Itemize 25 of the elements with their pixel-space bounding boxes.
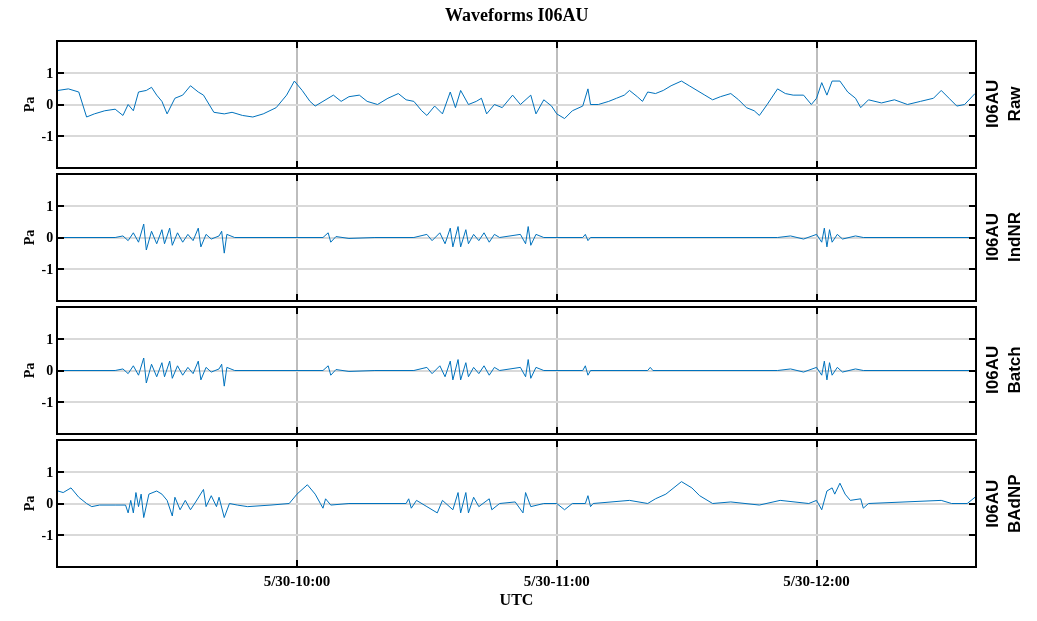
y-axis-title: Pa: [21, 495, 37, 512]
x-axis-title: UTC: [499, 591, 534, 609]
x-tick-label: 5/30-12:00: [783, 573, 850, 589]
y-tick-label: -1: [41, 527, 54, 543]
y-tick-label: -1: [41, 128, 54, 144]
y-tick-label: 0: [46, 496, 54, 512]
y-tick-label: 0: [46, 97, 54, 113]
y-axis-title: Pa: [21, 362, 37, 379]
x-tick-label: 5/30-10:00: [263, 573, 331, 589]
y-tick-label: -1: [41, 261, 54, 277]
y-axis-title: Pa: [21, 96, 37, 113]
x-tick-label: 5/30-11:00: [523, 573, 590, 589]
chart-title: Waveforms I06AU: [445, 5, 589, 25]
y2-axis-title: I06AU BAdNP: [983, 474, 1025, 533]
y-tick-label: 1: [46, 199, 54, 215]
y-tick-label: -1: [41, 394, 54, 410]
y2-axis-title: I06AU Raw: [983, 79, 1025, 128]
y-axis-title: Pa: [21, 229, 37, 246]
y2-axis-title: I06AU Batch: [983, 345, 1025, 394]
y-tick-label: 0: [46, 230, 54, 246]
y-tick-label: 1: [46, 332, 54, 348]
y2-axis-title: I06AU IndNR: [983, 211, 1025, 262]
y-tick-label: 1: [46, 465, 54, 481]
y-tick-label: 0: [46, 363, 54, 379]
y-tick-label: 1: [46, 66, 54, 82]
